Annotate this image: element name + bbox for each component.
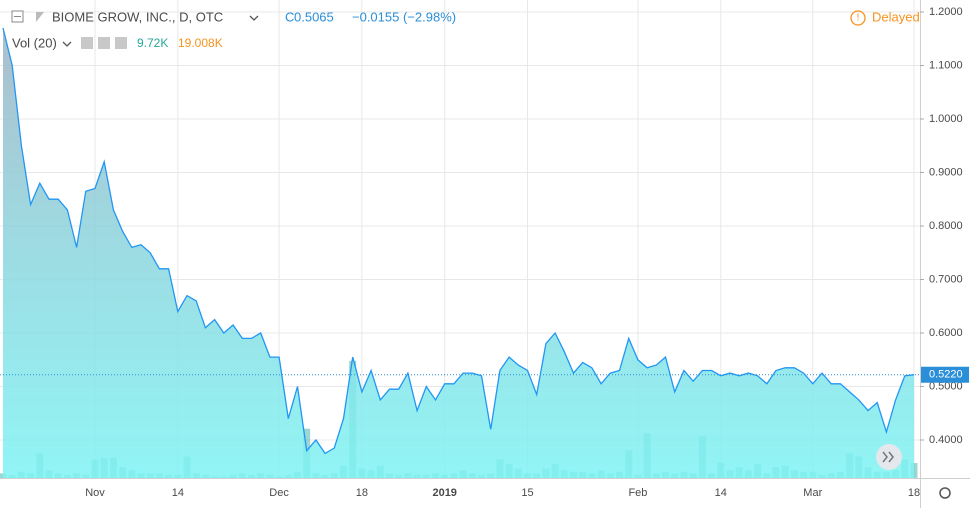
x-tick-label: 14 xyxy=(172,487,184,499)
price-line xyxy=(2,27,915,455)
y-tick-label: 1.0000 xyxy=(929,113,963,125)
y-tick-label: 0.8000 xyxy=(929,220,963,232)
plot xyxy=(0,27,920,478)
y-tick-label: 1.2000 xyxy=(929,6,963,18)
warning-icon: ! xyxy=(857,13,860,24)
close-value: 0.5065 xyxy=(294,9,334,24)
y-tick-label: 1.1000 xyxy=(929,59,963,71)
symbol-title[interactable]: BIOME GROW, INC., D, OTC xyxy=(52,9,223,24)
close-icon[interactable] xyxy=(115,37,127,49)
x-tick-label: Nov xyxy=(85,487,105,499)
x-tick-label: 18 xyxy=(908,487,920,499)
volume-ma: 19.008K xyxy=(178,36,223,50)
x-tick-label: 14 xyxy=(715,487,727,499)
settings-icon[interactable] xyxy=(98,37,110,49)
y-tick-label: 0.6000 xyxy=(929,327,963,339)
x-tick-label: 2019 xyxy=(432,487,456,499)
eye-icon[interactable] xyxy=(81,37,93,49)
symbol-icon xyxy=(36,12,44,22)
warning-icon[interactable] xyxy=(850,10,866,26)
y-tick-label: 0.4000 xyxy=(929,434,963,446)
close-prefix: C xyxy=(285,9,294,24)
settings-gear[interactable] xyxy=(939,487,951,499)
x-tick-label: Feb xyxy=(628,487,647,499)
x-tick-label: Dec xyxy=(269,487,289,499)
y-tick-label: 0.5000 xyxy=(929,380,963,392)
delayed-status[interactable]: Delayed xyxy=(872,9,920,24)
scroll-button[interactable] xyxy=(876,444,902,470)
last-price-box xyxy=(921,366,969,383)
scroll-icon xyxy=(882,451,894,463)
last-price-label: 0.5220 xyxy=(929,369,963,381)
volume-last: 9.72K xyxy=(137,36,168,50)
dropdown-icon[interactable] xyxy=(249,15,259,21)
dropdown-icon[interactable] xyxy=(62,41,72,47)
x-tick-label: 15 xyxy=(521,487,533,499)
x-tick-label: 18 xyxy=(356,487,368,499)
y-tick-label: 0.9000 xyxy=(929,166,963,178)
volume-title[interactable]: Vol (20) xyxy=(12,35,57,50)
axes: 0.4000 0.5000 0.6000 0.7000 0.8000 0.9000 1.00… xyxy=(85,6,969,499)
y-tick-label: 0.7000 xyxy=(929,273,963,285)
x-tick-label: Mar xyxy=(803,487,822,499)
change-value: −0.0155 (−2.98%) xyxy=(352,9,456,24)
area-fill xyxy=(3,28,914,478)
